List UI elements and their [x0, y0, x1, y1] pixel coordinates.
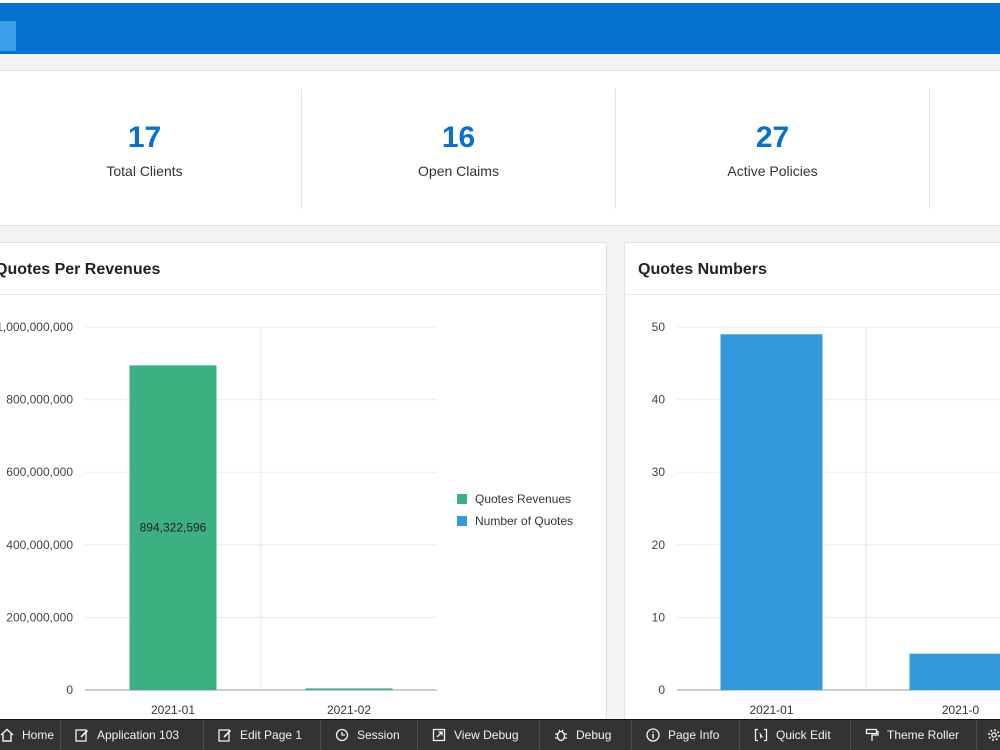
data-label: 894,322,596	[140, 521, 207, 535]
dev-item-label: Debug	[576, 728, 612, 742]
paint-roller-icon	[865, 728, 879, 742]
quotes-numbers-chart: 0 10 20 30 40 50 2021-01 2021-0	[652, 320, 1000, 717]
y-tick-label: 10	[652, 610, 666, 624]
dev-application-button[interactable]: Application 103	[61, 720, 204, 750]
dev-item-label: Application 103	[97, 728, 180, 742]
quotes-per-revenues-chart: 0 200,000,000 400,000,000 600,000,000 800,00…	[0, 320, 573, 717]
dev-theme-roller-button[interactable]: Theme Roller	[851, 720, 977, 750]
chart-title: Quotes Numbers	[638, 261, 767, 278]
metric-active-policies[interactable]: 27 Active Policies	[616, 89, 930, 209]
dev-quick-edit-button[interactable]: Quick Edit	[740, 720, 851, 750]
y-tick-label: 600,000,000	[6, 465, 73, 479]
quick-edit-icon	[754, 728, 768, 742]
metric-label: Total Clients	[106, 163, 183, 179]
metric-value: 27	[755, 121, 790, 154]
bar	[720, 334, 823, 690]
legend-swatch	[457, 516, 467, 526]
card-header-divider	[0, 294, 606, 295]
dev-edit-page-button[interactable]: Edit Page 1	[204, 720, 321, 750]
x-tick-label: 2021-02	[327, 703, 371, 717]
edit-icon	[75, 728, 89, 742]
app-header	[0, 0, 1000, 54]
metric-label: Active Policies	[727, 163, 818, 179]
x-tick-label: 2021-0	[942, 703, 980, 717]
legend-swatch	[457, 494, 467, 504]
edit-icon	[218, 728, 232, 742]
bar	[909, 653, 1000, 690]
y-tick-label: 20	[652, 538, 666, 552]
dev-session-button[interactable]: Session	[321, 720, 418, 750]
session-icon	[335, 728, 349, 742]
y-tick-label: 30	[652, 465, 666, 479]
y-tick-label: 1,000,000,000	[0, 320, 73, 334]
dev-item-label: Edit Page 1	[240, 728, 303, 742]
x-tick-label: 2021-01	[749, 703, 793, 717]
legend-label: Number of Quotes	[475, 514, 573, 528]
info-icon	[646, 728, 660, 742]
bar	[305, 688, 393, 690]
dev-item-label: Quick Edit	[776, 728, 831, 742]
metric-label: Open Claims	[418, 163, 499, 179]
dev-view-debug-button[interactable]: View Debug	[418, 720, 540, 750]
dev-item-label: Page Info	[668, 728, 720, 742]
metric-value: 17	[127, 121, 162, 154]
y-tick-label: 40	[652, 393, 666, 407]
y-tick-label: 50	[652, 320, 666, 334]
external-link-icon	[432, 728, 446, 742]
metrics-region: 17 Total Clients 16 Open Claims 27 Activ…	[0, 70, 1000, 226]
quotes-numbers-card: Quotes Numbers 0 10 20 30 40 50 2021-01 2021-0	[624, 242, 1000, 720]
metric-value: 16	[441, 121, 476, 154]
y-tick-label: 0	[658, 683, 665, 697]
bar	[129, 365, 217, 690]
dev-item-label: Theme Roller	[887, 728, 960, 742]
legend-label: Quotes Revenues	[475, 492, 571, 506]
dev-item-label: View Debug	[454, 728, 519, 742]
x-tick-label: 2021-01	[151, 703, 195, 717]
quotes-per-revenues-card: Quotes Per Revenues 0 200,000,000 400,000,…	[0, 242, 607, 720]
dev-home-button[interactable]: Home	[0, 720, 61, 750]
metric-open-claims[interactable]: 16 Open Claims	[302, 89, 616, 209]
y-tick-label: 400,000,000	[6, 538, 73, 552]
dev-page-info-button[interactable]: Page Info	[632, 720, 740, 750]
dev-item-label: Home	[22, 728, 55, 742]
y-tick-label: 0	[66, 683, 73, 697]
card-header-divider	[625, 294, 1000, 295]
chart-title: Quotes Per Revenues	[0, 261, 161, 278]
bug-icon	[554, 728, 568, 742]
developer-toolbar: Home Application 103 Edit Page 1 Session…	[0, 719, 1000, 750]
dev-item-label: Session	[357, 728, 400, 742]
home-icon	[0, 728, 14, 742]
metric-total-clients[interactable]: 17 Total Clients	[0, 89, 302, 209]
y-tick-label: 800,000,000	[6, 393, 73, 407]
gear-icon	[987, 728, 1000, 742]
y-tick-label: 200,000,000	[6, 610, 73, 624]
dev-debug-button[interactable]: Debug	[540, 720, 632, 750]
dev-settings-button[interactable]	[977, 720, 1000, 750]
navigation-menu-button[interactable]	[0, 21, 16, 51]
